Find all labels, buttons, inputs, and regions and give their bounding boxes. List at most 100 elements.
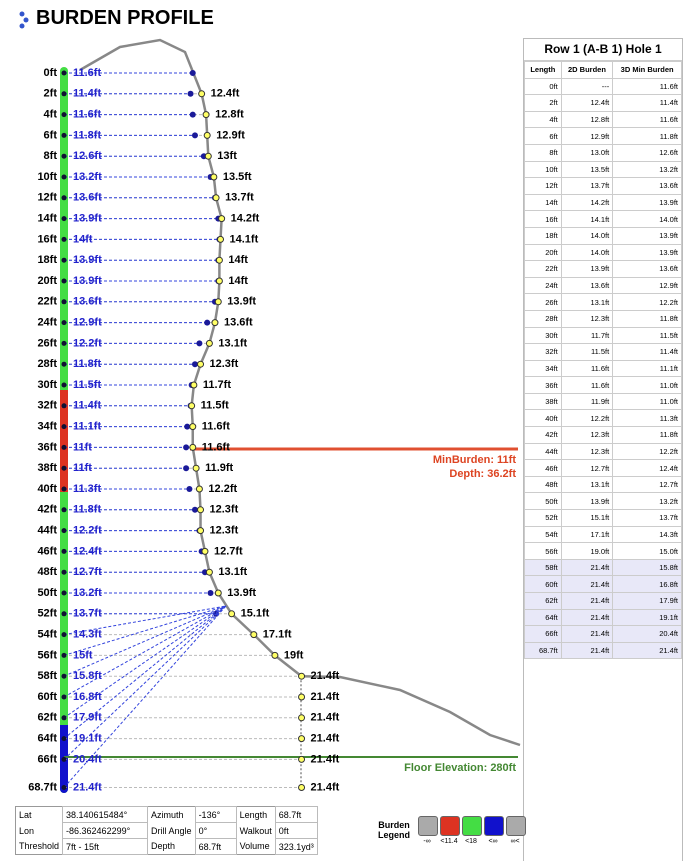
depth-label: 54ft	[37, 629, 57, 641]
table-row: 54ft 17.1ft 14.3ft	[524, 525, 682, 544]
table-cell: 12.2ft	[560, 409, 614, 428]
burden-2d-point	[189, 443, 197, 451]
table-row: 38ft 11.9ft 11.0ft	[524, 392, 682, 411]
depth-point	[61, 652, 67, 658]
table-cell: 13.9ft	[560, 492, 614, 511]
depth-label: 24ft	[37, 317, 57, 329]
column-header: 3D Min Burden	[612, 61, 682, 79]
table-cell: 12.3ft	[560, 309, 614, 328]
table-cell: 8ft	[524, 143, 562, 162]
depth-label: 30ft	[37, 379, 57, 391]
table-row: 6ft 12.9ft 11.8ft	[524, 127, 682, 145]
burden-3d-label: 17.9ft	[73, 712, 102, 724]
table-cell: 14.0ft	[560, 226, 614, 245]
legend-label: ∞<	[510, 838, 520, 845]
burden-2d-point	[198, 90, 206, 98]
burden-2d-point	[190, 381, 198, 389]
table-row: 22ft 13.9ft 13.6ft	[524, 260, 682, 278]
burden-2d-label: 11.5ft	[201, 400, 229, 412]
burden-2d-point	[201, 547, 209, 555]
burden-2d-label: 11.7ft	[203, 379, 231, 391]
burden-3d-label: 12.9ft	[73, 317, 102, 329]
info-table: Lat 38.140615484° Azimuth -136° Length 68.7ft…	[15, 806, 318, 855]
table-cell: 11.5ft	[560, 343, 614, 361]
table-cell: 14ft	[524, 193, 562, 212]
burden-2d-label: 13.1ft	[218, 566, 247, 578]
table-cell: 10ft	[524, 160, 562, 179]
burden-2d-label: 12.3ft	[210, 525, 239, 537]
table-cell: 12.9ft	[560, 127, 614, 145]
info-value: 68.7ft	[194, 838, 237, 855]
burden-3d-label: 13.6ft	[73, 192, 102, 204]
table-cell: 2ft	[524, 94, 562, 112]
depth-label: 4ft	[44, 109, 58, 121]
table-cell: 52ft	[524, 509, 562, 527]
burden-2d-label: 12.7ft	[214, 545, 243, 557]
depth-label: 60ft	[37, 691, 57, 703]
legend-swatch	[462, 816, 482, 836]
burden-2d-point	[203, 131, 211, 139]
table-cell: 11.6ft	[612, 77, 682, 96]
depth-label: 14ft	[37, 213, 57, 225]
burden-2d-label: 14.1ft	[230, 233, 259, 245]
table-row: 60ft 21.4ft 16.8ft	[524, 575, 682, 593]
burden-2d-label: 21.4ft	[311, 691, 340, 703]
burden-bar-red	[60, 390, 68, 492]
burden-3d-point	[186, 486, 193, 492]
burden-3d-point	[191, 361, 198, 368]
table-cell: 13.6ft	[612, 260, 682, 278]
info-label: Length	[239, 809, 268, 820]
depth-label: 68.7ft	[28, 781, 57, 793]
table-row: 68.7ft 21.4ft 21.4ft	[524, 641, 682, 660]
burden-2d-point	[214, 298, 222, 306]
table-cell: 15.8ft	[612, 558, 682, 577]
burden-2d-point	[210, 173, 218, 181]
depth-label: 28ft	[37, 358, 57, 370]
table-cell: 36ft	[524, 376, 562, 394]
depth-point	[61, 70, 67, 76]
table-cell: 12.9ft	[612, 276, 682, 295]
table-panel: Row 1 (A-B 1) Hole 1 Length 2D Burden 3D Mi…	[523, 38, 683, 861]
depth-point	[61, 590, 67, 596]
table-row: 44ft 12.3ft 12.2ft	[524, 442, 682, 461]
burden-2d-label: 14ft	[228, 275, 248, 287]
burden-2d-point	[195, 485, 203, 493]
table-cell: 60ft	[524, 575, 562, 593]
table-cell: 11.6ft	[612, 110, 682, 129]
depth-point	[61, 132, 67, 138]
burden-3d-label: 13.9ft	[73, 254, 102, 266]
burden-3d-label: 11.8ft	[73, 504, 101, 516]
depth-label: 26ft	[37, 337, 57, 349]
burden-2d-point	[205, 568, 213, 576]
table-cell: 11.6ft	[560, 376, 614, 394]
burden-3d-label: 11.4ft	[73, 88, 101, 100]
depth-label: 58ft	[37, 670, 57, 682]
burden-2d-label: 12.8ft	[215, 109, 244, 121]
info-value: -136°	[194, 806, 237, 823]
depth-label: 8ft	[44, 150, 58, 162]
table-title: Row 1 (A-B 1) Hole 1	[524, 39, 682, 61]
burden-2d-label: 11.6ft	[202, 421, 230, 433]
info-label: Threshold	[19, 841, 60, 852]
table-cell: 34ft	[524, 359, 562, 378]
burden-3d-label: 11.1ft	[73, 421, 101, 433]
burden-2d-label: 13.9ft	[227, 587, 256, 599]
burden-2d-label: 17.1ft	[263, 629, 292, 641]
table-cell: 30ft	[524, 326, 562, 345]
info-label: Drill Angle	[151, 825, 192, 836]
burden-2d-point	[205, 339, 213, 347]
burden-2d-point	[298, 755, 306, 763]
burden-diagram: MinBurden: 11ft Depth: 36.2ft Floor Elev…	[28, 38, 521, 793]
burden-3d-label: 11.8ft	[73, 358, 101, 370]
burden-2d-point	[192, 464, 200, 472]
table-cell: 42ft	[524, 426, 562, 444]
table-cell: 14.0ft	[612, 210, 682, 228]
table-cell: 21.4ft	[560, 608, 614, 627]
depth-label: 34ft	[37, 421, 57, 433]
table-cell: 12.4ft	[560, 94, 614, 112]
table-cell: 11.8ft	[612, 127, 682, 145]
burden-2d-point	[215, 256, 223, 264]
table-cell: 18ft	[524, 226, 562, 245]
table-cell: 11.4ft	[612, 94, 682, 112]
burden-3d-line	[63, 605, 227, 698]
